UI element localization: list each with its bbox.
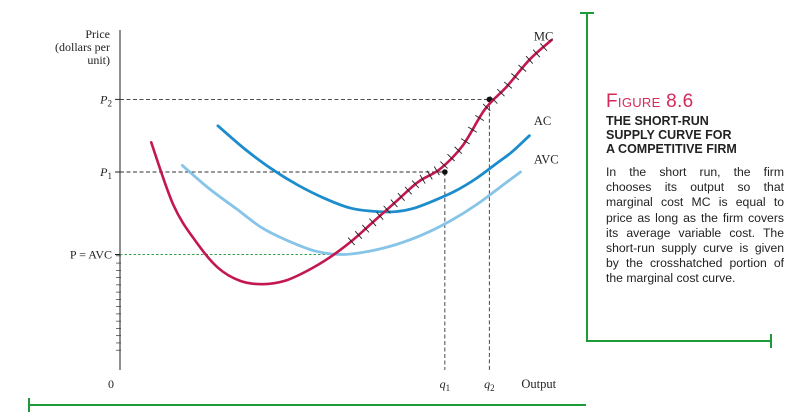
chart: Price (dollars per unit) 0 Output P2 P1 P = AVC… <box>55 27 559 393</box>
supply-crosshatch <box>511 73 520 81</box>
supply-crosshatch <box>369 218 377 227</box>
supply-crosshatch <box>489 96 498 104</box>
curves <box>149 38 553 286</box>
supply-crosshatch <box>532 49 541 58</box>
y-marker-label: P = AVC <box>70 248 112 262</box>
supply-crosshatch <box>518 64 527 72</box>
figure-caption-block: Figure 8.6 THE SHORT-RUN SUPPLY CURVE FO… <box>606 92 784 287</box>
ac-curve <box>216 124 531 214</box>
supply-crosshatch <box>361 224 370 233</box>
y-marker-label: P2 <box>99 92 112 108</box>
page-bottom-rule <box>28 404 586 406</box>
axes <box>115 30 121 370</box>
supply-crosshatch <box>525 55 534 64</box>
supply-crosshatch <box>419 174 426 184</box>
supply-crosshatch <box>440 161 448 169</box>
avc-curve <box>180 164 522 256</box>
supply-crosshatch <box>475 115 485 122</box>
x-marker-label: q2 <box>484 377 495 393</box>
curve-label: AC <box>534 114 551 128</box>
supply-crosshatch <box>390 199 398 208</box>
supply-crosshatch <box>404 186 413 195</box>
equilibrium-point <box>442 169 448 175</box>
supply-crosshatch <box>467 126 477 133</box>
figure-label: Figure 8.6 <box>606 91 694 112</box>
supply-crosshatch <box>482 103 491 112</box>
supply-crosshatch <box>383 205 391 214</box>
supply-crosshatch <box>503 81 513 89</box>
page-bottom-rule-tick <box>28 398 30 412</box>
mc-curve <box>149 38 553 286</box>
figure-title-line: A COMPETITIVE FIRM <box>606 142 737 156</box>
supply-crosshatch <box>347 237 356 246</box>
figure-title-line: THE SHORT-RUN <box>606 114 709 128</box>
supply-crosshatch <box>376 211 384 220</box>
figure-rule-top-tick <box>580 12 594 14</box>
supply-crosshatch <box>433 166 440 176</box>
supply-crosshatch <box>497 88 505 97</box>
y-axis-title: Price (dollars per unit) <box>55 27 110 67</box>
supply-crosshatch <box>460 138 470 145</box>
supply-crosshatch <box>426 170 433 180</box>
guide-lines <box>120 98 490 370</box>
axis-labels: Price (dollars per unit) 0 Output P2 P1 P = AVC… <box>55 27 559 393</box>
supply-crosshatch <box>354 230 363 239</box>
figure-rule-right-tick <box>770 334 772 348</box>
x-axis-title: Output <box>521 377 556 391</box>
supply-crosshatch <box>397 192 405 201</box>
y-marker-label: P1 <box>99 165 112 181</box>
supply-crosshatch <box>447 153 455 162</box>
figure-title-line: SUPPLY CURVE FOR <box>606 128 732 142</box>
figure-rule-horizontal <box>586 340 772 342</box>
supply-crosshatch <box>411 180 420 189</box>
figure-title: THE SHORT-RUN SUPPLY CURVE FOR A COMPETI… <box>606 114 784 156</box>
curve-label: AVC <box>534 152 559 166</box>
figure-caption-text: In the short run, the firm chooses its o… <box>606 165 784 286</box>
figure-rule-vertical <box>586 14 588 342</box>
supply-crosshatch <box>454 146 463 155</box>
origin-label: 0 <box>108 377 114 391</box>
supply-crosshatch <box>539 43 548 52</box>
curve-label: MC <box>534 30 553 44</box>
x-marker-label: q1 <box>440 377 451 393</box>
